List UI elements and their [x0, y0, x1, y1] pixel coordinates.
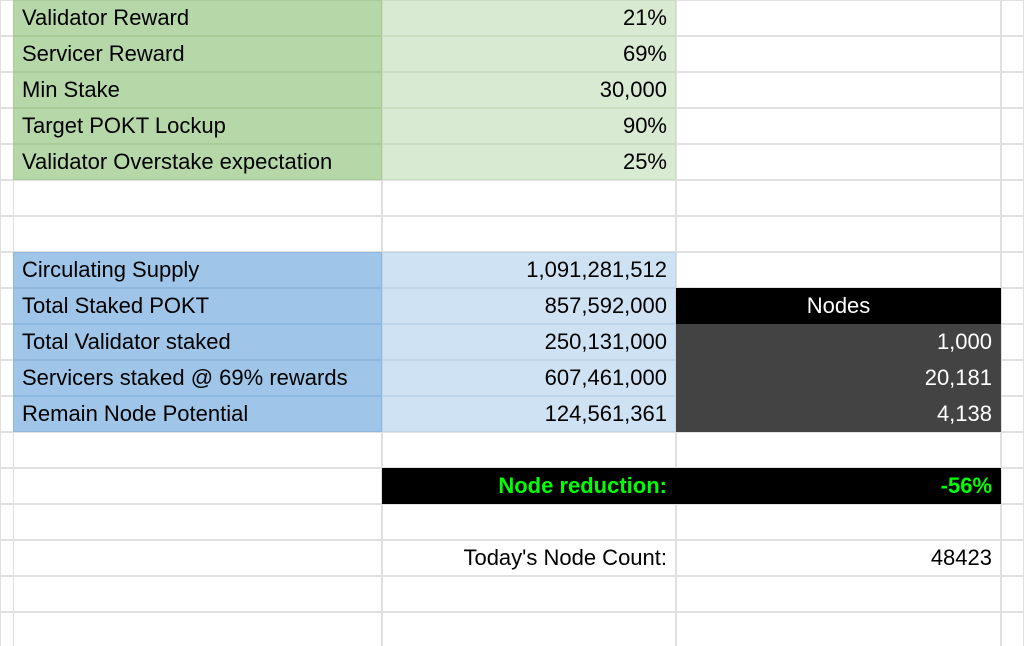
metric-label: Remain Node Potential [13, 396, 382, 432]
blank-cell [676, 504, 1001, 540]
blank-cell [1001, 288, 1024, 324]
blank-cell [382, 216, 676, 252]
blank-cell [1001, 432, 1024, 468]
blank-cell [1001, 576, 1024, 612]
blank-cell [1001, 360, 1024, 396]
blank-cell [1001, 612, 1024, 646]
spreadsheet-grid: Validator Reward 21% Servicer Reward 69%… [0, 0, 1024, 646]
blank-cell [13, 432, 382, 468]
metric-label: Servicers staked @ 69% rewards [13, 360, 382, 396]
blank-cell [676, 432, 1001, 468]
blank-cell [676, 36, 1001, 72]
param-value: 21% [382, 0, 676, 36]
blank-cell [13, 540, 382, 576]
blank-cell [1001, 0, 1024, 36]
reduction-label: Node reduction: [382, 468, 676, 504]
blank-cell [1001, 180, 1024, 216]
param-label: Target POKT Lockup [13, 108, 382, 144]
metric-value: 857,592,000 [382, 288, 676, 324]
param-label: Servicer Reward [13, 36, 382, 72]
nodes-header: Nodes [676, 288, 1001, 324]
metric-value: 1,091,281,512 [382, 252, 676, 288]
blank-cell [1001, 36, 1024, 72]
nodes-value: 1,000 [676, 324, 1001, 360]
param-label: Validator Overstake expectation [13, 144, 382, 180]
blank-cell [1001, 144, 1024, 180]
blank-cell [382, 504, 676, 540]
metric-value: 124,561,361 [382, 396, 676, 432]
blank-cell [676, 180, 1001, 216]
blank-cell [676, 576, 1001, 612]
nodes-value: 20,181 [676, 360, 1001, 396]
blank-cell [382, 576, 676, 612]
blank-cell [676, 72, 1001, 108]
param-label: Min Stake [13, 72, 382, 108]
blank-cell [13, 180, 382, 216]
today-label: Today's Node Count: [382, 540, 676, 576]
blank-cell [382, 180, 676, 216]
blank-cell [1001, 324, 1024, 360]
nodes-value: 4,138 [676, 396, 1001, 432]
metric-label: Circulating Supply [13, 252, 382, 288]
param-value: 69% [382, 36, 676, 72]
blank-cell [1001, 504, 1024, 540]
blank-cell [13, 216, 382, 252]
blank-cell [13, 612, 382, 646]
blank-cell [676, 252, 1001, 288]
blank-cell [1001, 252, 1024, 288]
today-value: 48423 [676, 540, 1001, 576]
blank-cell [1001, 72, 1024, 108]
blank-cell [676, 0, 1001, 36]
metric-value: 607,461,000 [382, 360, 676, 396]
blank-cell [382, 612, 676, 646]
param-value: 25% [382, 144, 676, 180]
blank-cell [676, 144, 1001, 180]
blank-cell [13, 576, 382, 612]
blank-cell [1001, 216, 1024, 252]
blank-cell [1001, 396, 1024, 432]
param-value: 30,000 [382, 72, 676, 108]
metric-label: Total Validator staked [13, 324, 382, 360]
blank-cell [676, 612, 1001, 646]
blank-cell [1001, 468, 1024, 504]
metric-value: 250,131,000 [382, 324, 676, 360]
blank-cell [1001, 540, 1024, 576]
metric-label: Total Staked POKT [13, 288, 382, 324]
param-value: 90% [382, 108, 676, 144]
blank-cell [1001, 108, 1024, 144]
param-label: Validator Reward [13, 0, 382, 36]
blank-cell [13, 504, 382, 540]
blank-cell [676, 216, 1001, 252]
blank-cell [382, 432, 676, 468]
blank-cell [13, 468, 382, 504]
blank-cell [676, 108, 1001, 144]
reduction-value: -56% [676, 468, 1001, 504]
